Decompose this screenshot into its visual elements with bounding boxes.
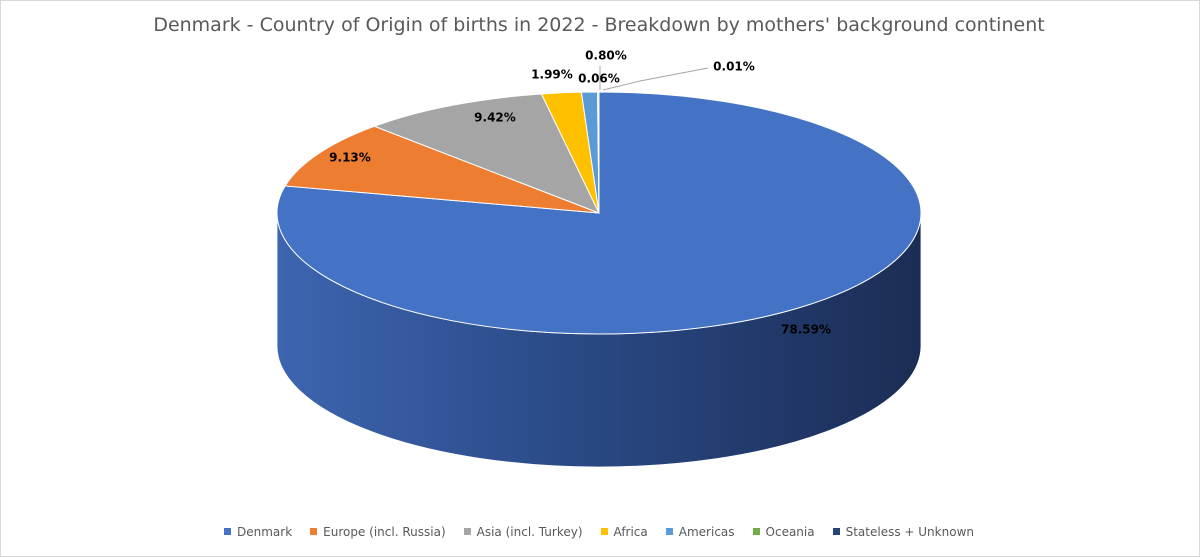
leader-line-group (599, 66, 709, 91)
legend-swatch-5 (752, 528, 760, 535)
legend-item-6: Stateless + Unknown (832, 525, 974, 539)
legend-label-5: Oceania (765, 525, 815, 539)
legend-swatch-3 (600, 528, 608, 535)
data-label-group: 78.59% 9.13% 9.42% 1.99% 0.80% 0.06% 0.01% (329, 49, 831, 337)
data-label-3: 1.99% (531, 68, 573, 82)
legend-label-3: Africa (613, 525, 648, 539)
legend-swatch-6 (832, 528, 840, 535)
legend-label-2: Asia (incl. Turkey) (476, 525, 583, 539)
data-label-6: 0.01% (713, 60, 755, 74)
legend-label-4: Americas (678, 525, 735, 539)
data-label-4: 0.80% (585, 49, 627, 63)
legend-item-4: Americas (665, 525, 735, 539)
legend-item-1: Europe (incl. Russia) (310, 525, 446, 539)
data-label-5: 0.06% (578, 72, 620, 86)
data-label-0: 78.59% (781, 323, 831, 337)
legend-item-5: Oceania (752, 525, 815, 539)
legend-item-3: Africa (600, 525, 648, 539)
legend-label-0: Denmark (237, 525, 293, 539)
pie-slice-1 (284, 125, 600, 214)
legend-label-1: Europe (incl. Russia) (323, 525, 446, 539)
pie-top-group (276, 91, 922, 335)
leader-line-6 (602, 67, 709, 91)
legend-swatch-1 (310, 528, 318, 535)
data-label-1: 9.13% (329, 151, 371, 165)
legend-swatch-2 (463, 528, 471, 535)
legend-item-0: Denmark (224, 525, 292, 539)
legend: Denmark Europe (incl. Russia) Asia (incl. … (0, 525, 1198, 539)
legend-swatch-0 (224, 528, 231, 535)
legend-swatch-4 (665, 528, 673, 535)
chart-title: Denmark - Country of Origin of births in… (153, 14, 1045, 36)
legend-item-2: Asia (incl. Turkey) (463, 525, 583, 539)
pie-slice-2 (373, 93, 601, 214)
data-label-2: 9.42% (474, 111, 516, 125)
legend-label-6: Stateless + Unknown (845, 525, 974, 539)
